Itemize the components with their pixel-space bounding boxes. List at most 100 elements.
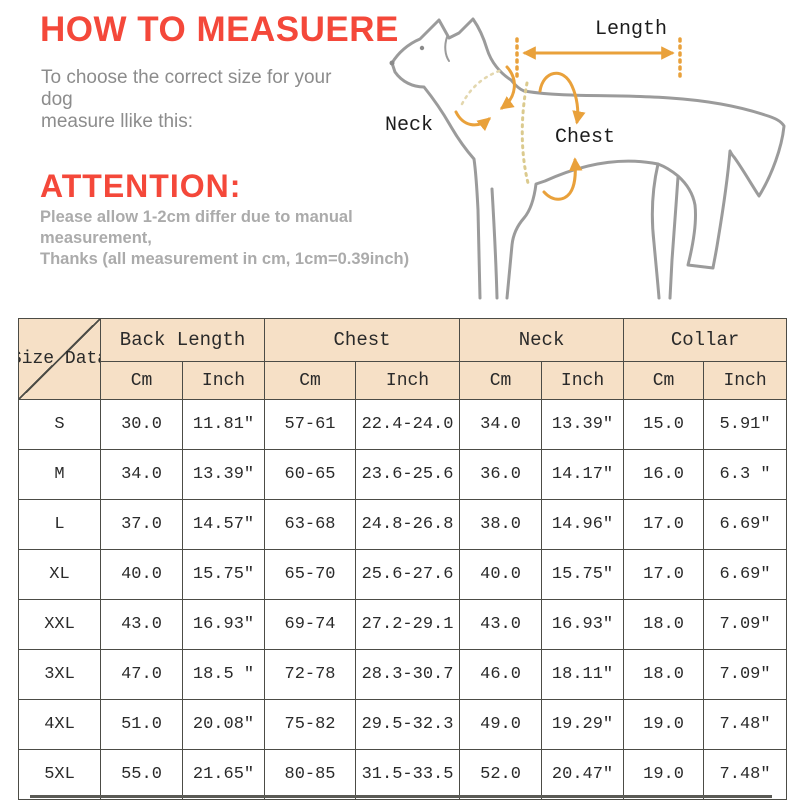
unit-header-cm: Cm [100,361,183,400]
value-cell: 16.93″ [181,599,266,650]
value-cell: 21.65″ [181,749,266,800]
table-row: 5XL 55.0 21.65″ 80-85 31.5-33.5 52.0 20.… [18,749,788,800]
value-cell: 24.8-26.8 [355,499,461,550]
value-cell: 25.6-27.6 [355,549,461,600]
table-row: XL 40.0 15.75″ 65-70 25.6-27.6 40.0 15.7… [18,549,788,600]
value-cell: 6.69″ [703,549,788,600]
value-cell: 38.0 [459,499,543,550]
value-cell: 49.0 [459,699,543,750]
column-group-neck: Neck [459,318,625,362]
subtitle-line-1: To choose the correct size for your dog [41,67,332,110]
value-cell: 6.3 ″ [703,449,788,500]
table-row: M 34.0 13.39″ 60-65 23.6-25.6 36.0 14.17… [18,449,788,500]
table-unit-header-row: Cm Inch Cm Inch Cm Inch Cm Inch [19,361,788,400]
table-row: S 30.0 11.81″ 57-61 22.4-24.0 34.0 13.39… [18,399,788,450]
value-cell: 40.0 [100,549,183,600]
value-cell: 34.0 [459,399,543,450]
value-cell: 7.48″ [703,749,788,800]
unit-header-inch: Inch [703,361,788,400]
value-cell: 14.57″ [181,499,266,550]
value-cell: 57-61 [264,399,357,450]
value-cell: 14.96″ [541,499,625,550]
value-cell: 7.09″ [703,599,788,650]
value-cell: 34.0 [100,449,183,500]
attention-title: ATTENTION: [40,168,242,204]
value-cell: 43.0 [459,599,543,650]
size-data-corner-cell: Size Data [18,318,101,400]
dog-outline [390,17,786,300]
value-cell: 36.0 [459,449,543,500]
column-group-collar: Collar [623,318,788,362]
value-cell: 23.6-25.6 [355,449,461,500]
value-cell: 43.0 [100,599,183,650]
value-cell: 20.47″ [541,749,625,800]
value-cell: 69-74 [264,599,357,650]
value-cell: 17.0 [623,549,705,600]
value-cell: 19.0 [623,749,705,800]
value-cell: 28.3-30.7 [355,649,461,700]
value-cell: 22.4-24.0 [355,399,461,450]
shoulder-dotted-line [460,68,504,106]
value-cell: 72-78 [264,649,357,700]
dog-diagram [389,17,786,300]
value-cell: 46.0 [459,649,543,700]
value-cell: 60-65 [264,449,357,500]
value-cell: 5.91″ [703,399,788,450]
dog-nose [389,60,395,66]
size-cell: XL [18,549,101,600]
length-label: Length [595,18,668,41]
value-cell: 15.75″ [181,549,266,600]
value-cell: 20.08″ [181,699,266,750]
value-cell: 13.39″ [541,399,625,450]
value-cell: 80-85 [264,749,357,800]
chest-dotted-line [520,81,530,185]
value-cell: 16.93″ [541,599,625,650]
value-cell: 37.0 [100,499,183,550]
attention-line-2: Thanks (all measurement in cm, 1cm=0.39i… [40,250,410,268]
column-group-chest: Chest [264,318,461,362]
unit-header-cm: Cm [623,361,705,400]
value-cell: 18.5 ″ [181,649,266,700]
chest-label: Chest [555,126,616,149]
value-cell: 6.69″ [703,499,788,550]
attention-line-1: Please allow 1-2cm differ due to manual … [40,208,353,247]
size-cell: L [18,499,101,550]
neck-label: Neck [385,114,434,137]
value-cell: 19.29″ [541,699,625,750]
value-cell: 11.81″ [181,399,266,450]
attention-text: Please allow 1-2cm differ due to manual … [40,207,420,270]
value-cell: 65-70 [264,549,357,600]
table-group-header-row: Size Data Back Length Chest Neck Collar [18,318,788,400]
value-cell: 7.09″ [703,649,788,700]
size-cell: 3XL [18,649,101,700]
unit-header-inch: Inch [541,361,625,400]
table-row: XXL 43.0 16.93″ 69-74 27.2-29.1 43.0 16.… [18,599,788,650]
value-cell: 16.0 [623,449,705,500]
unit-header-cm: Cm [459,361,543,400]
page-title: HOW TO MEASUERE [40,10,399,49]
value-cell: 15.75″ [541,549,625,600]
value-cell: 15.0 [623,399,705,450]
value-cell: 47.0 [100,649,183,700]
unit-header-cm: Cm [264,361,357,400]
unit-header-inch: Inch [181,361,266,400]
size-cell: XXL [18,599,101,650]
subtitle: To choose the correct size for your dog … [41,67,351,133]
size-cell: M [18,449,101,500]
table-bottom-rule [30,795,772,798]
subtitle-line-2: measure llike this: [41,111,194,132]
value-cell: 29.5-32.3 [355,699,461,750]
value-cell: 55.0 [100,749,183,800]
value-cell: 18.0 [623,649,705,700]
length-arrow [515,37,682,79]
corner-diagonal-line [19,319,100,399]
value-cell: 17.0 [623,499,705,550]
size-table-body: S 30.0 11.81″ 57-61 22.4-24.0 34.0 13.39… [18,399,788,800]
neck-arrow [454,65,516,132]
corner-label: Size Data [20,349,100,369]
value-cell: 18.11″ [541,649,625,700]
value-cell: 27.2-29.1 [355,599,461,650]
value-cell: 13.39″ [181,449,266,500]
size-cell: S [18,399,101,450]
